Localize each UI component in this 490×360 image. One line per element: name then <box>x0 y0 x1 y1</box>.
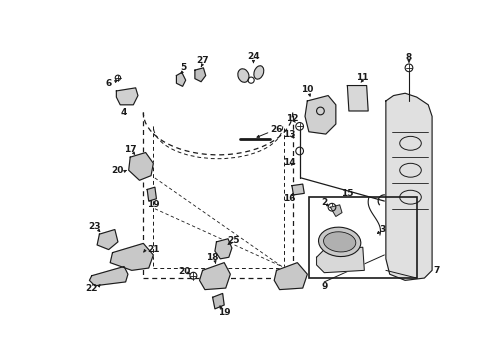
Text: 21: 21 <box>147 245 160 254</box>
Polygon shape <box>110 243 153 270</box>
Text: 4: 4 <box>121 108 127 117</box>
Text: 14: 14 <box>283 158 296 167</box>
Polygon shape <box>147 187 156 201</box>
Ellipse shape <box>238 69 249 82</box>
Polygon shape <box>292 184 304 195</box>
Ellipse shape <box>318 227 361 257</box>
Polygon shape <box>386 93 432 280</box>
Text: 7: 7 <box>434 266 440 275</box>
Text: 5: 5 <box>180 63 187 72</box>
Text: 6: 6 <box>105 79 112 88</box>
Text: 20: 20 <box>112 166 124 175</box>
Polygon shape <box>97 230 118 249</box>
Text: 24: 24 <box>247 52 260 61</box>
Text: 10: 10 <box>301 85 314 94</box>
Text: 27: 27 <box>196 56 209 65</box>
Text: 22: 22 <box>85 284 98 293</box>
Polygon shape <box>274 263 307 289</box>
Text: 23: 23 <box>89 222 101 231</box>
Ellipse shape <box>323 232 356 252</box>
Polygon shape <box>89 266 128 286</box>
Text: 8: 8 <box>406 53 412 62</box>
Text: 17: 17 <box>124 145 137 154</box>
Text: 9: 9 <box>321 282 327 291</box>
Ellipse shape <box>254 66 264 79</box>
Text: 19: 19 <box>218 308 230 317</box>
Polygon shape <box>215 239 232 259</box>
Text: 26: 26 <box>270 125 283 134</box>
Text: 13: 13 <box>283 130 296 139</box>
Polygon shape <box>347 86 368 111</box>
Text: 11: 11 <box>357 73 369 82</box>
Polygon shape <box>117 88 138 105</box>
Text: 25: 25 <box>227 236 240 245</box>
Text: 12: 12 <box>286 114 298 123</box>
Text: 16: 16 <box>283 194 296 203</box>
Polygon shape <box>305 95 336 134</box>
Polygon shape <box>176 72 186 86</box>
Text: 3: 3 <box>379 225 385 234</box>
Polygon shape <box>213 293 224 309</box>
Polygon shape <box>195 68 206 82</box>
Text: 2: 2 <box>321 198 327 207</box>
Polygon shape <box>129 153 153 180</box>
Polygon shape <box>330 205 342 216</box>
Polygon shape <box>317 247 365 273</box>
Text: 19: 19 <box>147 201 160 210</box>
Polygon shape <box>199 263 230 289</box>
Bar <box>309 197 416 278</box>
Text: 18: 18 <box>206 253 219 262</box>
Text: 15: 15 <box>341 189 354 198</box>
Text: 20: 20 <box>178 267 190 276</box>
